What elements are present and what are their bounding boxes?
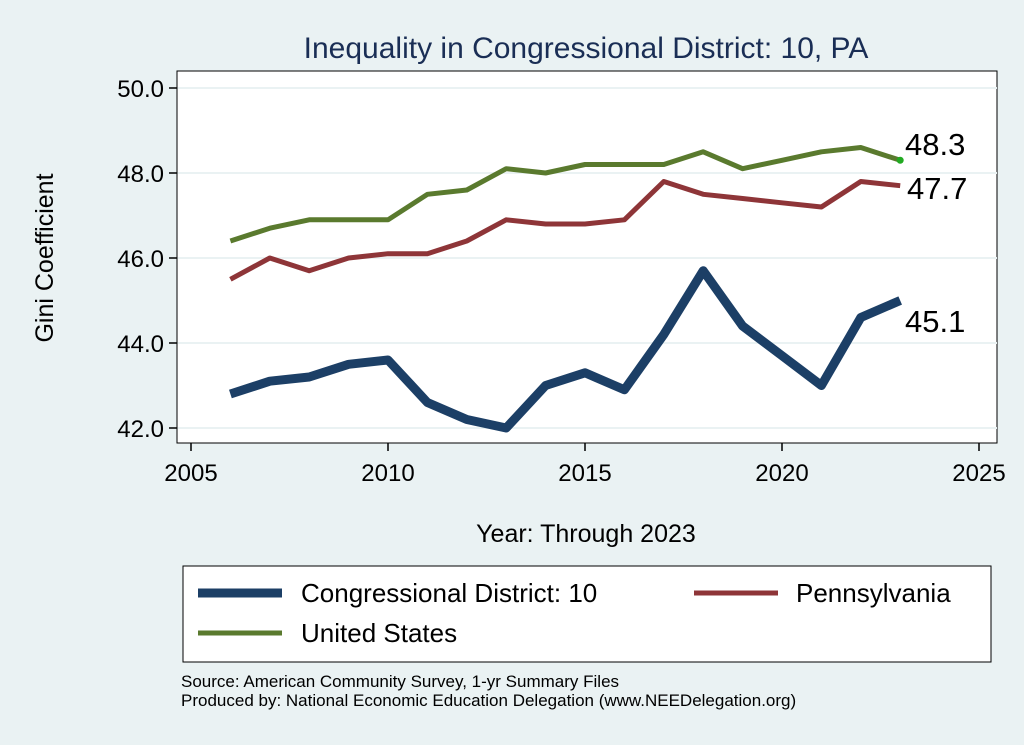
series-lines: [229, 145, 904, 433]
legend-box: [182, 565, 992, 663]
series-line-pennsylvania: [229, 179, 901, 282]
producer-line: Produced by: National Economic Education…: [181, 691, 796, 710]
end-marker-united-states: [896, 156, 904, 164]
legend-label-district: Congressional District: 10: [301, 578, 597, 608]
chart-title: Inequality in Congressional District: 10…: [304, 32, 869, 65]
series-line-united-states: [229, 145, 901, 244]
gridlines: [177, 87, 997, 429]
x-tick-label-4: 2025: [952, 460, 1005, 487]
end-labels: 45.1 47.7 48.3: [905, 127, 967, 339]
x-tick-label-3: 2020: [755, 460, 808, 487]
x-axis: 2005 2010 2015 2020 2025: [164, 442, 1006, 487]
y-axis: 42.0 44.0 46.0 48.0 50.0: [117, 71, 178, 443]
y-tick-label-1: 44.0: [117, 331, 164, 358]
x-tick-label-2: 2015: [558, 460, 611, 487]
end-label-pennsylvania: 47.7: [907, 171, 967, 206]
y-axis-label: Gini Coefficient: [31, 173, 59, 342]
legend-label-united-states: United States: [301, 618, 457, 648]
legend-label-pennsylvania: Pennsylvania: [796, 578, 951, 608]
x-axis-label: Year: Through 2023: [476, 520, 696, 548]
y-tick-label-3: 48.0: [117, 161, 164, 188]
end-label-district: 45.1: [905, 304, 965, 339]
x-tick-label-1: 2010: [361, 460, 414, 487]
end-label-united-states: 48.3: [905, 127, 965, 162]
y-tick-label-2: 46.0: [117, 246, 164, 273]
x-tick-label-0: 2005: [164, 460, 217, 487]
series-line-district: [229, 266, 902, 433]
y-tick-label-0: 42.0: [117, 416, 164, 443]
y-tick-label-4: 50.0: [117, 76, 164, 103]
source-line: Source: American Community Survey, 1-yr …: [181, 672, 619, 691]
